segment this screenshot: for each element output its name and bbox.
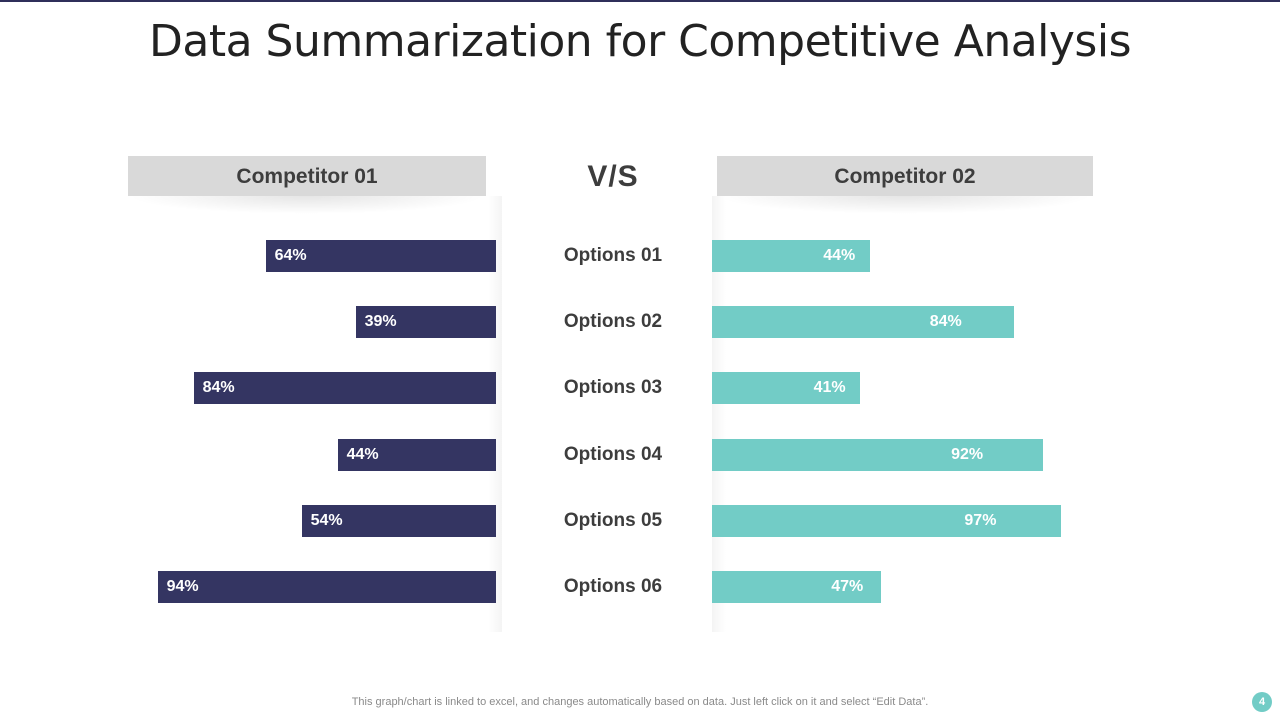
competitor-02-value-label: 84% [929,313,962,330]
option-label: Options 01 [563,245,663,266]
competitor-01-bar[interactable]: 54% [301,505,496,537]
competitor-02-value-label: 97% [964,512,997,529]
top-rule [0,0,1280,2]
competitor-02-bar[interactable]: 41% [712,372,860,404]
competitor-01-value-label: 84% [202,379,235,396]
competitor-02-bar[interactable]: 44% [712,240,871,272]
competitor-01-value-label: 94% [166,578,199,595]
page-title: Data Summarization for Competitive Analy… [148,16,1132,67]
competitor-01-value-label: 39% [364,313,397,330]
option-label: Options 05 [563,510,663,531]
option-label: Options 02 [563,311,663,332]
competitor-02-header: Competitor 02 [717,156,1093,196]
competitor-02-bar[interactable]: 47% [712,571,882,603]
competitor-02-value-label: 47% [831,578,864,595]
competitor-01-bar[interactable]: 39% [355,306,496,338]
competitor-02-bar[interactable]: 97% [712,505,1062,537]
vs-label: V/S [587,160,639,193]
competitor-01-bar[interactable]: 44% [337,439,496,471]
competitor-02-value-label: 44% [823,247,856,264]
competitor-02-header-shadow [717,196,1093,214]
competitor-01-header: Competitor 01 [128,156,486,196]
competitor-01-value-label: 44% [346,446,379,463]
competitor-02-bar[interactable]: 84% [712,306,1015,338]
competitor-02-value-label: 41% [813,379,846,396]
competitor-02-bar[interactable]: 92% [712,439,1044,471]
competitor-01-bar[interactable]: 84% [193,372,496,404]
competitor-01-value-label: 54% [310,512,343,529]
competitor-01-bar[interactable]: 64% [265,240,496,272]
competitor-01-header-shadow [128,196,486,214]
option-label: Options 03 [563,377,663,398]
option-label: Options 06 [563,576,663,597]
page-number-badge: 4 [1252,692,1272,712]
competitor-01-bar[interactable]: 94% [157,571,496,603]
footnote: This graph/chart is linked to excel, and… [351,696,929,708]
competitor-02-value-label: 92% [951,446,984,463]
competitor-01-value-label: 64% [274,247,307,264]
option-label: Options 04 [563,444,663,465]
